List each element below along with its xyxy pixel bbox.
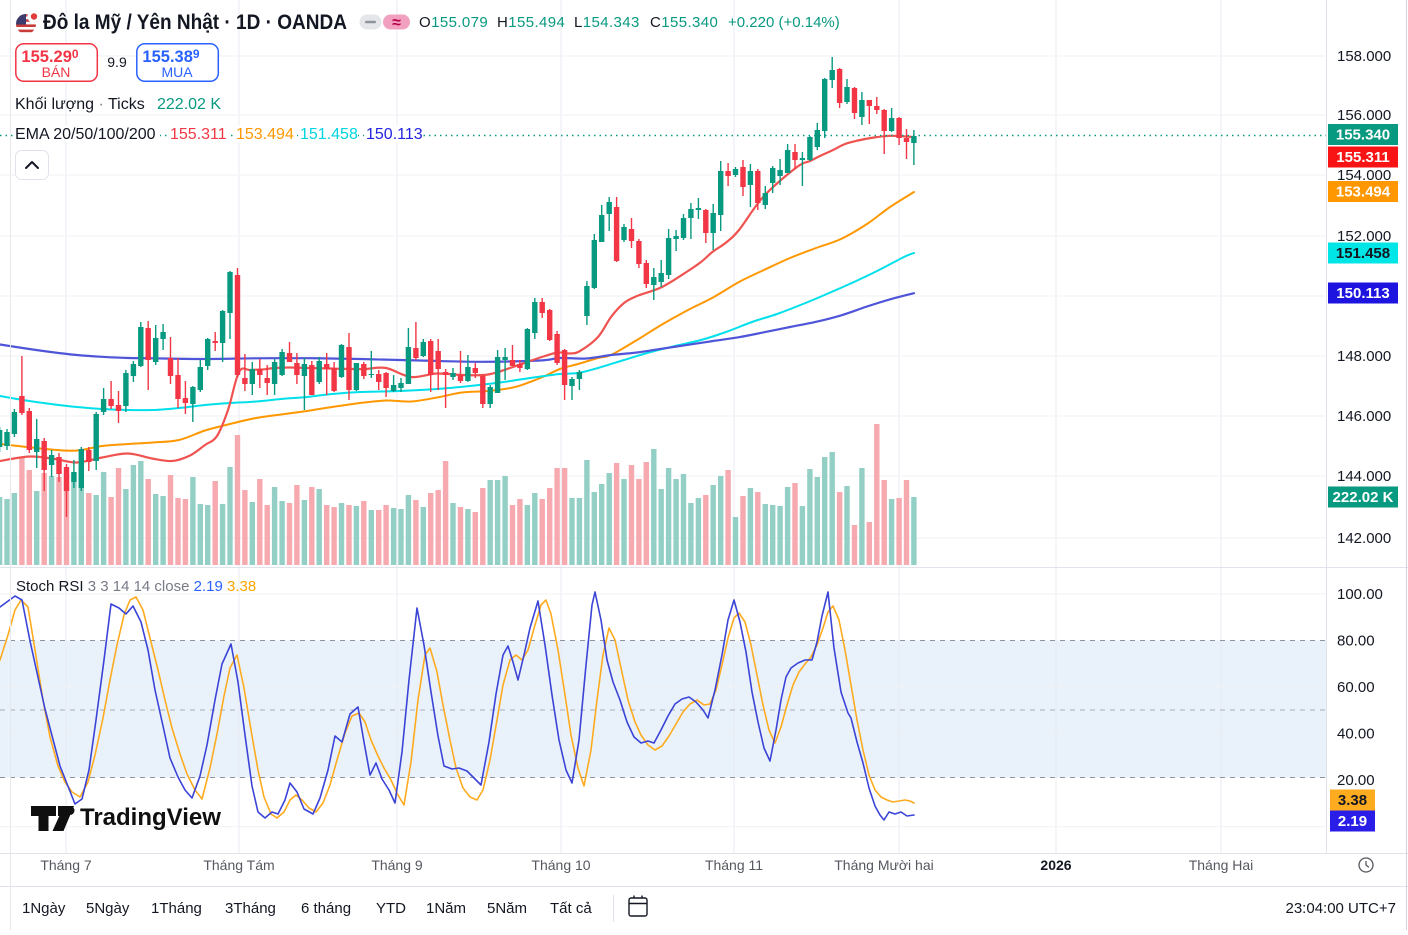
svg-text:1Tháng: 1Tháng [151, 900, 202, 917]
svg-text:60.00: 60.00 [1337, 679, 1375, 696]
svg-text:23:04:00 UTC+7: 23:04:00 UTC+7 [1286, 900, 1397, 917]
svg-text:151.458: 151.458 [1336, 245, 1390, 262]
svg-text:Tháng 11: Tháng 11 [705, 857, 763, 873]
svg-text:YTD: YTD [376, 900, 406, 917]
svg-text:5Ngày: 5Ngày [86, 900, 130, 917]
svg-text:6 tháng: 6 tháng [301, 900, 351, 917]
svg-text:153.494: 153.494 [236, 126, 294, 143]
svg-text:2.19: 2.19 [1338, 813, 1367, 830]
svg-text:9.9: 9.9 [107, 54, 127, 70]
svg-text:Tháng Hai: Tháng Hai [1189, 857, 1254, 873]
svg-text:156.000: 156.000 [1337, 107, 1391, 124]
svg-text:155.340: 155.340 [1336, 127, 1390, 144]
svg-text:Đô la Mỹ / Yên Nhật · 1D · OAN: Đô la Mỹ / Yên Nhật · 1D · OANDA [43, 11, 347, 34]
svg-text:158.000: 158.000 [1337, 48, 1391, 65]
svg-text:≈: ≈ [392, 15, 401, 32]
svg-text:20.00: 20.00 [1337, 772, 1375, 789]
svg-text:152.000: 152.000 [1337, 228, 1391, 245]
svg-text:Tất cả: Tất cả [550, 900, 592, 917]
svg-text:150.113: 150.113 [1336, 285, 1389, 302]
svg-text:153.494: 153.494 [1336, 184, 1391, 201]
svg-text:Stoch RSI 3 3 14 14 close 2.1: Stoch RSI 3 3 14 14 close 2.19 3.38 [16, 578, 256, 595]
svg-text:Tháng 7: Tháng 7 [40, 857, 92, 873]
svg-text:3Tháng: 3Tháng [225, 900, 276, 917]
svg-text:222.02 K: 222.02 K [157, 96, 221, 113]
svg-text:80.00: 80.00 [1337, 633, 1375, 650]
svg-text:100.00: 100.00 [1337, 586, 1383, 603]
svg-text:146.000: 146.000 [1337, 408, 1391, 425]
svg-text:Khối lượng · Ticks: Khối lượng · Ticks [15, 96, 145, 113]
svg-text:150.113: 150.113 [366, 126, 423, 143]
svg-text:MUA: MUA [161, 64, 193, 80]
svg-text:2026: 2026 [1040, 857, 1071, 873]
svg-text:155.311: 155.311 [1336, 149, 1389, 166]
svg-text:5Năm: 5Năm [487, 900, 527, 917]
svg-text:151.458: 151.458 [300, 126, 358, 143]
svg-text:H155.494: H155.494 [497, 14, 565, 31]
svg-text:1Năm: 1Năm [426, 900, 466, 917]
svg-text:222.02 K: 222.02 K [1333, 489, 1394, 506]
svg-text:3.38: 3.38 [1338, 792, 1367, 809]
svg-text:L154.343: L154.343 [574, 14, 640, 31]
svg-text:BÁN: BÁN [42, 64, 71, 80]
svg-text:148.000: 148.000 [1337, 348, 1391, 365]
svg-text:154.000: 154.000 [1337, 167, 1391, 184]
svg-text:40.00: 40.00 [1337, 726, 1375, 743]
svg-text:Tháng Tám: Tháng Tám [203, 857, 274, 873]
svg-text:Tháng Mười hai: Tháng Mười hai [834, 857, 933, 873]
svg-text:Tháng 9: Tháng 9 [371, 857, 423, 873]
svg-text:144.000: 144.000 [1337, 468, 1391, 485]
svg-text:O155.079: O155.079 [419, 14, 488, 31]
svg-text:TradingView: TradingView [80, 804, 221, 831]
svg-text:EMA 20/50/100/200: EMA 20/50/100/200 [15, 126, 156, 143]
svg-text:+0.220 (+0.14%): +0.220 (+0.14%) [728, 14, 840, 31]
svg-text:1Ngày: 1Ngày [22, 900, 66, 917]
svg-text:142.000: 142.000 [1337, 530, 1391, 547]
svg-text:Tháng 10: Tháng 10 [531, 857, 590, 873]
svg-text:155.389: 155.389 [142, 47, 199, 66]
svg-text:155.290: 155.290 [21, 47, 78, 66]
svg-text:155.311: 155.311 [170, 126, 227, 143]
svg-text:C155.340: C155.340 [650, 14, 718, 31]
